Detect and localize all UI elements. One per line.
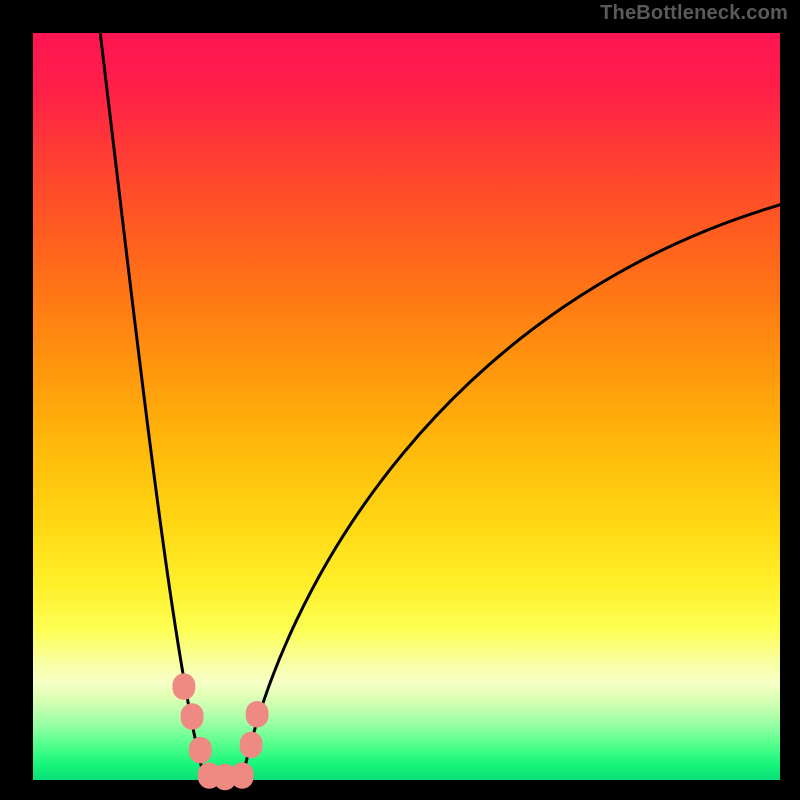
marker-dot <box>246 701 269 727</box>
marker-dot <box>231 762 254 788</box>
marker-dot <box>189 737 212 763</box>
bottleneck-chart <box>0 0 800 800</box>
marker-dot <box>240 732 263 758</box>
watermark-text: TheBottleneck.com <box>600 2 788 25</box>
marker-dot <box>181 703 204 729</box>
marker-dot <box>172 673 195 699</box>
